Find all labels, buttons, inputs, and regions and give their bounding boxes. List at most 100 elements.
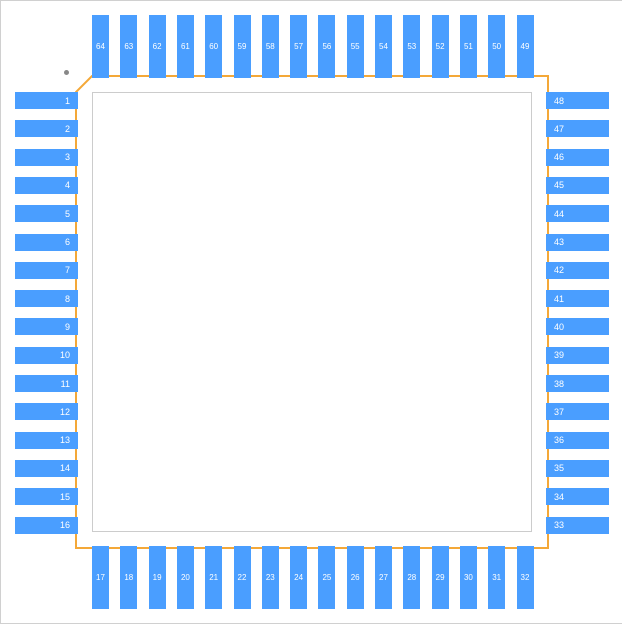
pin-60: 60 <box>205 15 222 78</box>
pin1-indicator-dot <box>64 70 69 75</box>
pin-19: 19 <box>149 546 166 609</box>
pin-7: 7 <box>15 262 78 279</box>
pin-label: 14 <box>60 463 70 473</box>
pin-55: 55 <box>347 15 364 78</box>
pin-42: 42 <box>546 262 609 279</box>
pin-label: 7 <box>65 265 70 275</box>
pin-39: 39 <box>546 347 609 364</box>
pin-label: 20 <box>181 573 190 582</box>
pin-32: 32 <box>517 546 534 609</box>
pin-label: 8 <box>65 294 70 304</box>
pin-label: 16 <box>60 520 70 530</box>
pin-41: 41 <box>546 290 609 307</box>
pin-4: 4 <box>15 177 78 194</box>
pin-label: 37 <box>554 407 564 417</box>
pin-18: 18 <box>120 546 137 609</box>
pin-28: 28 <box>403 546 420 609</box>
pin-16: 16 <box>15 517 78 534</box>
pin-27: 27 <box>375 546 392 609</box>
pin-26: 26 <box>347 546 364 609</box>
pin-35: 35 <box>546 460 609 477</box>
pin-label: 45 <box>554 180 564 190</box>
pin-label: 1 <box>65 96 70 106</box>
pin-30: 30 <box>460 546 477 609</box>
pin-label: 23 <box>266 573 275 582</box>
pin-40: 40 <box>546 318 609 335</box>
pin-label: 35 <box>554 463 564 473</box>
pin-label: 56 <box>322 42 331 51</box>
pin-label: 25 <box>322 573 331 582</box>
pin-label: 46 <box>554 152 564 162</box>
pin-label: 63 <box>124 42 133 51</box>
pin-17: 17 <box>92 546 109 609</box>
pin-label: 12 <box>60 407 70 417</box>
pin-22: 22 <box>234 546 251 609</box>
pin-label: 26 <box>351 573 360 582</box>
pin-33: 33 <box>546 517 609 534</box>
pin-label: 3 <box>65 152 70 162</box>
pin-36: 36 <box>546 432 609 449</box>
pin-label: 36 <box>554 435 564 445</box>
pin-13: 13 <box>15 432 78 449</box>
pin-46: 46 <box>546 149 609 166</box>
pin-61: 61 <box>177 15 194 78</box>
pin-label: 31 <box>492 573 501 582</box>
pin-label: 51 <box>464 42 473 51</box>
pin-label: 57 <box>294 42 303 51</box>
pin-label: 59 <box>238 42 247 51</box>
pin-label: 55 <box>351 42 360 51</box>
pin-48: 48 <box>546 92 609 109</box>
pin-label: 32 <box>521 573 530 582</box>
pin-label: 49 <box>521 42 530 51</box>
pin-label: 44 <box>554 209 564 219</box>
pin-2: 2 <box>15 120 78 137</box>
pin-label: 62 <box>153 42 162 51</box>
pin-label: 54 <box>379 42 388 51</box>
pin-52: 52 <box>432 15 449 78</box>
pin-58: 58 <box>262 15 279 78</box>
pin-49: 49 <box>517 15 534 78</box>
pin-34: 34 <box>546 488 609 505</box>
pin-label: 42 <box>554 265 564 275</box>
pin-label: 60 <box>209 42 218 51</box>
pin-label: 19 <box>153 573 162 582</box>
pin-59: 59 <box>234 15 251 78</box>
pin-29: 29 <box>432 546 449 609</box>
pin-44: 44 <box>546 205 609 222</box>
pin-51: 51 <box>460 15 477 78</box>
pin-20: 20 <box>177 546 194 609</box>
pin-label: 33 <box>554 520 564 530</box>
pin-label: 52 <box>436 42 445 51</box>
pin-label: 39 <box>554 350 564 360</box>
footprint-canvas: 1234567891011121314151648474645444342414… <box>0 0 622 624</box>
pin-label: 11 <box>61 379 70 389</box>
pin-label: 21 <box>209 573 218 582</box>
pin-label: 5 <box>65 209 70 219</box>
pin-label: 53 <box>407 42 416 51</box>
pin-37: 37 <box>546 403 609 420</box>
pin-label: 15 <box>60 492 70 502</box>
pin-label: 6 <box>65 237 70 247</box>
pin-5: 5 <box>15 205 78 222</box>
pin-label: 48 <box>554 96 564 106</box>
pin-43: 43 <box>546 234 609 251</box>
pin-15: 15 <box>15 488 78 505</box>
pin-56: 56 <box>318 15 335 78</box>
pin-62: 62 <box>149 15 166 78</box>
pin-label: 50 <box>492 42 501 51</box>
pin-label: 24 <box>294 573 303 582</box>
pin-31: 31 <box>488 546 505 609</box>
pin-label: 4 <box>65 180 70 190</box>
pin-label: 43 <box>554 237 564 247</box>
pin-label: 38 <box>554 379 564 389</box>
pin-label: 18 <box>124 573 133 582</box>
pin-6: 6 <box>15 234 78 251</box>
pin-57: 57 <box>290 15 307 78</box>
pin-14: 14 <box>15 460 78 477</box>
pin-21: 21 <box>205 546 222 609</box>
pin-53: 53 <box>403 15 420 78</box>
pin-54: 54 <box>375 15 392 78</box>
pin-label: 29 <box>436 573 445 582</box>
pin-9: 9 <box>15 318 78 335</box>
pin-label: 41 <box>554 294 564 304</box>
